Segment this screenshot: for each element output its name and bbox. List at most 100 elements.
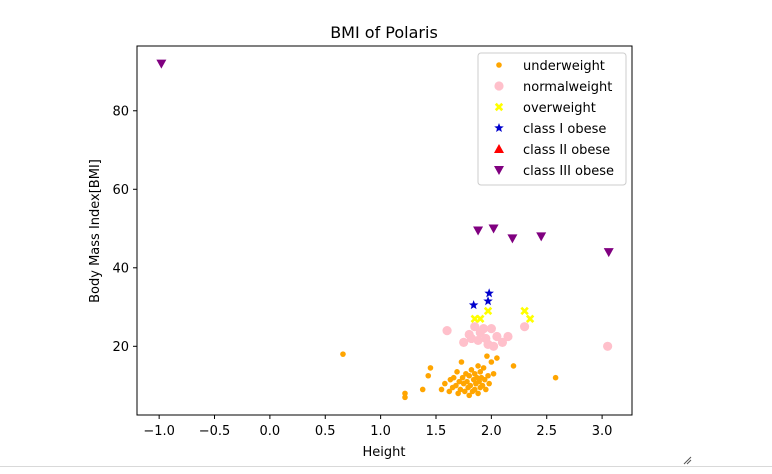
x-tick-label: −1.0 — [143, 424, 175, 439]
data-point — [442, 326, 452, 336]
data-point — [464, 378, 470, 385]
legend: underweight normalweight overweight class I… — [477, 52, 627, 186]
window-bottom-edge — [0, 466, 772, 467]
legend-marker — [494, 81, 504, 91]
data-point — [483, 306, 493, 316]
series-overweight — [470, 306, 535, 324]
data-point — [488, 224, 499, 234]
legend-label: normalweight — [523, 80, 612, 95]
legend-item: underweight — [496, 59, 605, 74]
legend-marker — [494, 102, 504, 112]
legend-label: class III obese — [523, 164, 614, 179]
legend-marker — [494, 144, 504, 153]
x-tick-label: 3.0 — [592, 424, 613, 439]
legend-frame — [477, 52, 627, 186]
data-point — [492, 331, 502, 342]
data-point — [470, 322, 480, 332]
data-point — [486, 324, 496, 334]
data-point — [486, 380, 492, 387]
data-point — [458, 359, 465, 365]
data-point — [481, 376, 488, 383]
legend-item: overweight — [494, 101, 596, 116]
legend-label: class II obese — [523, 143, 610, 158]
data-point — [402, 390, 408, 397]
data-point — [507, 234, 518, 244]
data-point — [476, 314, 485, 324]
data-point — [446, 388, 453, 395]
data-point — [419, 386, 426, 393]
data-point — [475, 390, 481, 397]
legend-label: overweight — [523, 101, 596, 116]
data-point — [525, 314, 535, 324]
resize-grip-icon[interactable] — [682, 455, 692, 465]
x-tick-label: −0.5 — [199, 424, 231, 439]
legend-marker — [494, 123, 504, 133]
data-point — [461, 388, 468, 395]
data-point — [442, 380, 448, 387]
data-point — [468, 300, 479, 310]
legend-marker — [494, 166, 504, 175]
data-point — [479, 382, 486, 389]
data-point — [427, 365, 434, 371]
data-point — [552, 374, 559, 381]
y-tick-label: 20 — [112, 340, 129, 355]
data-point — [453, 382, 459, 389]
data-point — [459, 337, 469, 347]
data-point — [483, 296, 493, 306]
x-tick-label: 2.5 — [536, 424, 557, 439]
axes-frame — [136, 45, 633, 416]
series-underweight — [340, 351, 559, 401]
x-tick-label: 0.5 — [315, 424, 336, 439]
y-tick-label: 40 — [112, 261, 129, 276]
data-point — [467, 382, 474, 389]
plot-area — [156, 59, 614, 401]
data-point — [425, 372, 432, 379]
data-point — [603, 341, 613, 351]
data-point — [503, 331, 513, 342]
legend-label: underweight — [523, 59, 605, 74]
x-tick-label: 1.5 — [426, 424, 447, 439]
data-point — [536, 232, 547, 242]
data-point — [483, 386, 489, 393]
data-point — [488, 359, 495, 365]
data-point — [156, 59, 167, 69]
series-class-iii-obese — [156, 59, 614, 258]
data-point — [490, 370, 497, 377]
data-point — [466, 392, 473, 399]
legend-item: class I obese — [494, 122, 606, 137]
data-point — [466, 372, 473, 379]
legend-marker — [496, 62, 502, 68]
data-point — [480, 365, 487, 371]
y-axis-label: Body Mass Index[BMI] — [88, 159, 103, 303]
legend-item: class III obese — [494, 164, 614, 179]
data-point — [457, 386, 464, 393]
y-tick-label: 60 — [112, 183, 129, 198]
legend-item: normalweight — [494, 80, 612, 95]
chart-title: BMI of Polaris — [330, 23, 438, 42]
data-point — [468, 367, 475, 373]
data-point — [471, 386, 478, 393]
legend-item: class II obese — [494, 143, 610, 158]
x-axis-label: Height — [363, 445, 406, 460]
axis-ticks: −1.0 −0.5 0.0 0.5 1.0 1.5 2.0 2.5 3.0 20 40 60 80 — [112, 45, 633, 439]
data-point — [510, 363, 517, 369]
data-point — [477, 369, 484, 375]
data-point — [484, 288, 494, 298]
data-point — [494, 355, 500, 361]
data-point — [488, 341, 499, 351]
data-point — [473, 226, 484, 236]
data-point — [485, 372, 491, 379]
data-point — [484, 353, 490, 359]
data-point — [340, 351, 346, 357]
data-point — [519, 322, 530, 332]
series-normalweight — [442, 322, 613, 351]
data-point — [456, 378, 463, 385]
series-class-i-obese — [468, 288, 494, 310]
x-tick-label: 0.0 — [260, 424, 281, 439]
data-point — [450, 374, 457, 381]
data-point — [479, 324, 489, 334]
y-tick-label: 80 — [112, 104, 129, 119]
data-point — [454, 369, 460, 375]
x-tick-label: 2.0 — [481, 424, 502, 439]
